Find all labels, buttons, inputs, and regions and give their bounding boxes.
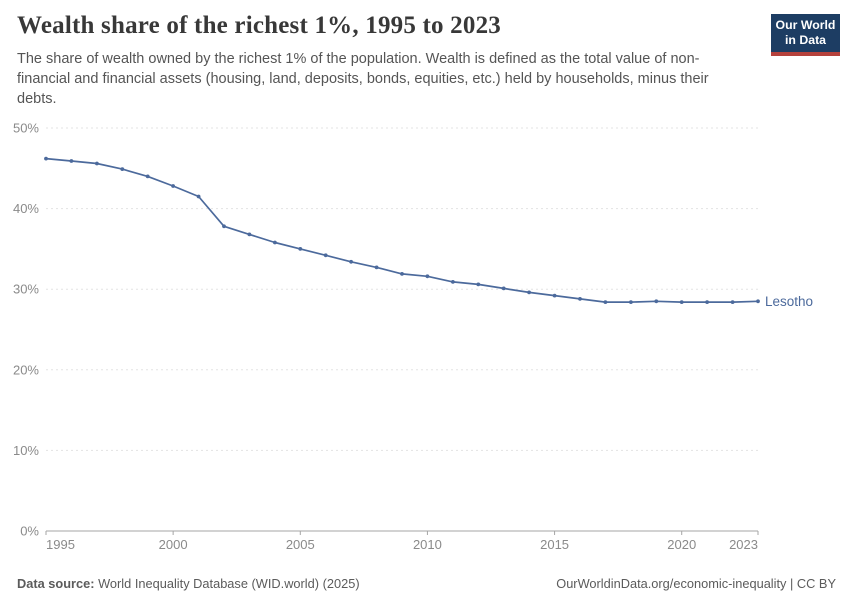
y-tick-label: 10% [13,443,39,458]
series-line[interactable] [45,157,759,303]
data-point[interactable] [298,247,303,251]
data-point[interactable] [603,300,608,304]
owid-logo[interactable]: Our World in Data [771,14,840,56]
data-point[interactable] [756,299,760,304]
x-tick-label: 1995 [46,537,75,552]
data-point[interactable] [247,232,252,237]
data-point[interactable] [654,299,659,304]
data-point[interactable] [349,259,353,264]
data-point[interactable] [501,286,506,291]
data-point[interactable] [705,300,709,304]
x-tick-label: 2010 [413,537,442,552]
owid-logo-line2: in Data [785,33,826,47]
y-tick-label: 30% [13,282,39,297]
y-tick-label: 20% [13,362,39,377]
y-tick-label: 50% [13,121,39,136]
series-end-label[interactable]: Lesotho [765,294,813,309]
x-tick-label: 2023 [729,537,758,552]
chart-footer: Data source: World Inequality Database (… [17,576,836,591]
data-source[interactable]: Data source: World Inequality Database (… [17,576,360,591]
data-point[interactable] [425,274,430,279]
chart-header: Wealth share of the richest 1%, 1995 to … [17,12,757,109]
data-point[interactable] [578,297,582,301]
data-point[interactable] [95,161,99,166]
data-point[interactable] [323,253,328,258]
x-tick-label: 2020 [667,537,696,552]
data-point[interactable] [730,300,735,304]
chart-subtitle: The share of wealth owned by the richest… [17,51,709,107]
credit-link[interactable]: OurWorldinData.org/economic-inequality |… [556,576,836,591]
data-point[interactable] [629,300,633,304]
data-point[interactable] [69,159,74,163]
y-tick-label: 0% [20,524,39,539]
chart-title: Wealth share of the richest 1%, 1995 to … [17,12,501,39]
x-tick-label: 2015 [540,537,569,552]
data-point[interactable] [145,174,150,179]
data-point[interactable] [44,156,48,161]
y-tick-label: 40% [13,201,39,216]
data-point[interactable] [527,290,531,295]
owid-logo-line1: Our World [775,18,836,32]
x-tick-label: 2000 [159,537,188,552]
data-point[interactable] [171,184,176,188]
data-point[interactable] [552,293,557,298]
data-point[interactable] [196,194,201,199]
data-point[interactable] [222,224,226,229]
data-point[interactable] [400,272,404,276]
data-point[interactable] [374,265,379,270]
data-point[interactable] [451,280,455,284]
data-point[interactable] [476,282,481,287]
data-point[interactable] [273,240,277,245]
data-point[interactable] [679,300,684,304]
data-point[interactable] [120,167,125,172]
data-source-label: Data source: [17,576,95,591]
x-tick-label: 2005 [286,537,315,552]
data-source-text: World Inequality Database (WID.world) (2… [94,576,360,591]
